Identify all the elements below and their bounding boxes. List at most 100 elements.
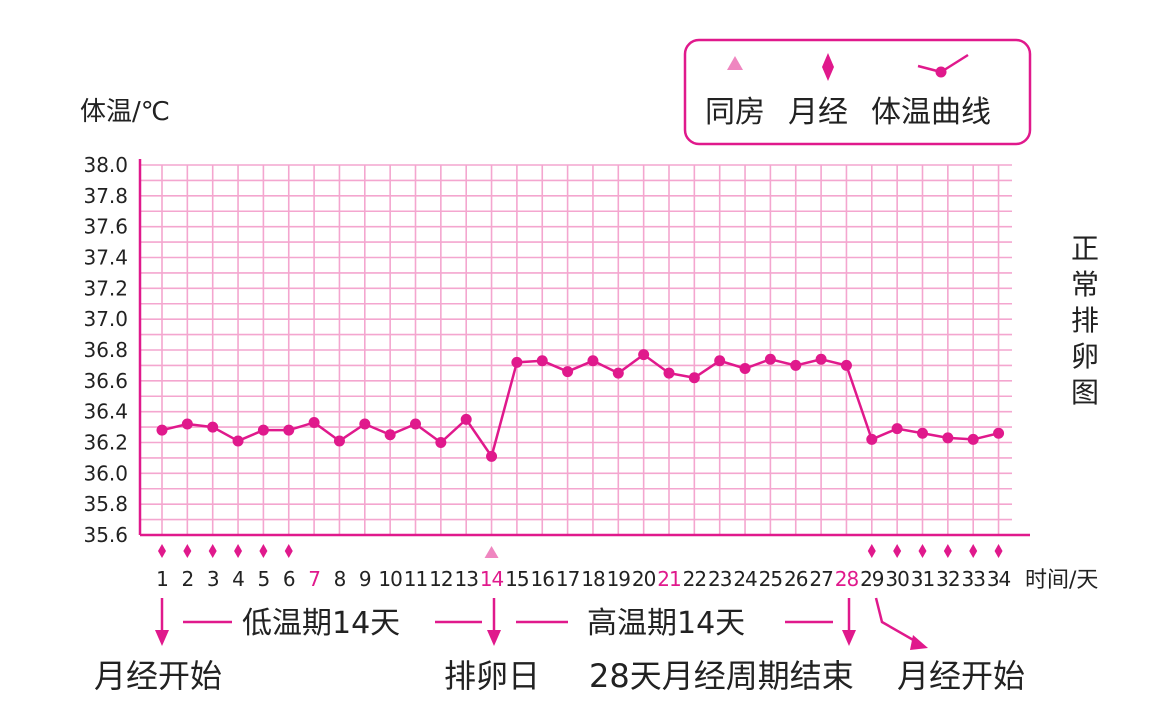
x-tick-label: 25 bbox=[759, 567, 782, 591]
y-tick-label: 37.8 bbox=[83, 184, 128, 208]
data-point bbox=[486, 450, 498, 462]
legend-label-menses: 月经 bbox=[788, 95, 848, 130]
x-tick-label: 3 bbox=[207, 567, 219, 591]
menses-diamond-marker bbox=[994, 544, 1003, 558]
y-axis-label: 体温/℃ bbox=[80, 97, 170, 127]
x-tick-label: 17 bbox=[556, 567, 580, 591]
data-point bbox=[840, 359, 852, 371]
data-point bbox=[638, 349, 650, 361]
x-tick-label: 9 bbox=[359, 567, 371, 591]
x-tick-label: 15 bbox=[505, 567, 528, 591]
data-point bbox=[993, 427, 1005, 439]
data-point bbox=[156, 424, 168, 436]
x-tick-label: 14 bbox=[480, 567, 504, 591]
x-tick-label: 16 bbox=[531, 567, 555, 591]
menses-start-label-2: 月经开始 bbox=[897, 657, 1025, 695]
data-point bbox=[917, 427, 928, 439]
data-point bbox=[308, 416, 320, 428]
data-point bbox=[460, 413, 472, 425]
arrow-head-menses-start bbox=[155, 630, 169, 646]
legend-label-intercourse: 同房 bbox=[705, 95, 765, 130]
menses-diamond-marker bbox=[918, 544, 927, 558]
data-point bbox=[207, 421, 219, 433]
data-point bbox=[536, 355, 548, 367]
x-tick-label: 5 bbox=[258, 567, 270, 591]
x-tick-label: 27 bbox=[809, 567, 833, 591]
x-tick-labels: 1 2 3 4 5 6 7 8 9 10 11 12 13 14 15 16 17 18 19 20 21 22 23 24 2… bbox=[156, 567, 1011, 591]
y-tick-label: 37.4 bbox=[83, 246, 128, 270]
series-line bbox=[161, 353, 999, 460]
data-point bbox=[435, 437, 447, 448]
y-tick-label: 36.6 bbox=[83, 369, 128, 393]
data-point bbox=[967, 433, 979, 445]
y-tick-label: 37.0 bbox=[83, 307, 128, 331]
cycle-end-label: 28天月经周期结束 bbox=[589, 657, 854, 695]
x-tick-label: 1 bbox=[156, 567, 168, 591]
menses-diamond-marker bbox=[943, 544, 952, 558]
data-point bbox=[764, 353, 776, 365]
data-point bbox=[739, 363, 751, 374]
menses-diamond-marker bbox=[284, 544, 293, 558]
legend-box bbox=[683, 38, 1032, 146]
x-tick-label: 34 bbox=[987, 567, 1011, 591]
data-point bbox=[410, 418, 421, 430]
menses-diamond-marker bbox=[183, 544, 192, 558]
data-point bbox=[866, 433, 878, 445]
arrow-head-ovulation bbox=[487, 630, 501, 646]
x-tick-label: 30 bbox=[885, 567, 909, 591]
data-point bbox=[790, 359, 802, 371]
x-tick-label: 4 bbox=[232, 567, 244, 591]
chart-title: 正常排卵图 bbox=[1071, 232, 1099, 409]
menses-diamond-marker bbox=[158, 544, 166, 558]
data-point bbox=[384, 429, 396, 441]
data-point bbox=[891, 423, 903, 435]
y-tick-label: 38.0 bbox=[83, 153, 128, 177]
y-tick-label: 36.2 bbox=[83, 431, 128, 455]
x-tick-label: 32 bbox=[936, 567, 959, 591]
y-tick-label: 37.6 bbox=[83, 215, 128, 239]
low-phase-label: 低温期14天 bbox=[242, 606, 400, 641]
x-tick-label: 8 bbox=[334, 567, 346, 591]
data-point bbox=[562, 366, 574, 378]
arrow-head-menses-start-2 bbox=[910, 635, 928, 650]
y-tick-label: 35.6 bbox=[83, 523, 128, 547]
y-tick-label: 37.2 bbox=[83, 276, 128, 300]
x-tick-label: 29 bbox=[860, 567, 884, 591]
x-tick-label: 28 bbox=[835, 567, 859, 591]
data-point bbox=[283, 424, 295, 436]
y-tick-label: 36.8 bbox=[83, 338, 128, 362]
menses-diamond-marker bbox=[867, 544, 876, 558]
y-tick-labels: 35.6 35.8 36.0 36.2 36.4 36.6 36.8 37.0 37.2 37.4… bbox=[83, 153, 128, 547]
x-tick-label: 21 bbox=[657, 567, 680, 591]
x-tick-label: 11 bbox=[404, 567, 427, 591]
high-phase-label: 高温期14天 bbox=[587, 606, 745, 641]
x-tick-label: 6 bbox=[283, 567, 295, 591]
menses-diamond-marker bbox=[208, 544, 217, 558]
x-tick-label: 19 bbox=[607, 567, 631, 591]
data-point bbox=[511, 356, 523, 368]
legend: 同房 月经 体温曲线 bbox=[683, 38, 1032, 146]
data-point bbox=[815, 353, 827, 365]
data-point bbox=[359, 418, 371, 430]
x-tick-label: 7 bbox=[308, 567, 320, 591]
data-point bbox=[942, 432, 954, 444]
legend-triangle-icon bbox=[727, 56, 743, 70]
y-tick-label: 35.8 bbox=[83, 492, 128, 516]
x-tick-label: 22 bbox=[683, 567, 706, 591]
x-tick-label: 2 bbox=[181, 567, 193, 591]
menses-diamond-marker bbox=[969, 544, 978, 558]
annotations: 低温期14天 高温期14天 月经开始 排卵日 28天月经周期结束 月经开始 bbox=[94, 597, 1025, 695]
day-markers bbox=[158, 544, 1003, 558]
menses-diamond-marker bbox=[234, 544, 243, 558]
intercourse-triangle-marker bbox=[484, 546, 499, 558]
data-point bbox=[181, 418, 193, 430]
menses-start-label: 月经开始 bbox=[94, 657, 222, 695]
menses-diamond-marker bbox=[259, 544, 268, 558]
x-tick-label: 23 bbox=[708, 567, 732, 591]
x-tick-label: 26 bbox=[784, 567, 808, 591]
legend-diamond-icon bbox=[822, 53, 834, 81]
x-tick-label: 33 bbox=[961, 567, 985, 591]
x-tick-label: 12 bbox=[429, 567, 452, 591]
data-point bbox=[688, 372, 700, 384]
legend-dot-icon bbox=[935, 66, 947, 78]
